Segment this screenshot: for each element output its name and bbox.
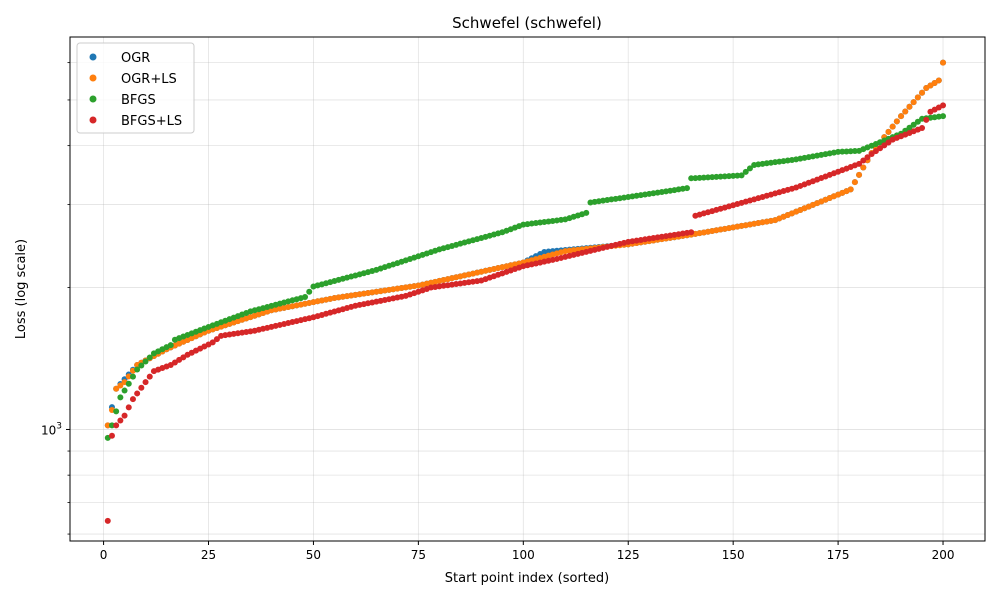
- legend-box: [76, 42, 195, 134]
- data-point: [885, 139, 892, 146]
- x-axis-label: Start point index (sorted): [445, 571, 609, 586]
- legend-label: OGR: [121, 51, 150, 66]
- data-point: [910, 121, 917, 128]
- data-point: [877, 145, 884, 152]
- data-point: [940, 113, 947, 120]
- legend-marker: [89, 53, 97, 61]
- legend-marker: [89, 95, 97, 103]
- data-point: [856, 171, 863, 178]
- data-point: [906, 124, 913, 131]
- data-point: [885, 128, 892, 135]
- data-point: [134, 390, 141, 397]
- data-point: [898, 113, 905, 120]
- data-point: [117, 394, 124, 401]
- data-point: [209, 339, 216, 346]
- data-point: [125, 404, 132, 411]
- legend-marker: [89, 74, 97, 82]
- data-point: [688, 229, 695, 236]
- data-point: [889, 123, 896, 130]
- data-point: [923, 116, 930, 123]
- data-point: [306, 288, 313, 295]
- data-point: [860, 157, 867, 164]
- legend-marker: [89, 116, 97, 124]
- data-point: [906, 103, 913, 110]
- data-point: [134, 366, 141, 373]
- x-tick-label: 200: [932, 548, 955, 562]
- x-tick-label: 125: [617, 548, 640, 562]
- series-bfgs: [104, 113, 947, 441]
- data-point: [302, 293, 309, 300]
- x-tick-label: 100: [512, 548, 535, 562]
- data-point: [104, 517, 111, 524]
- data-point: [684, 185, 690, 192]
- data-point: [138, 362, 145, 369]
- data-point: [117, 417, 124, 424]
- data-point: [146, 354, 153, 361]
- y-tick-label: 103: [41, 421, 62, 437]
- x-tick-label: 150: [722, 548, 745, 562]
- data-point: [113, 422, 120, 429]
- x-tick-label: 75: [411, 548, 426, 562]
- data-point: [864, 154, 871, 161]
- data-point: [851, 179, 858, 186]
- data-point: [583, 209, 590, 216]
- data-point: [914, 94, 921, 101]
- data-point: [847, 186, 854, 193]
- data-point: [881, 142, 888, 149]
- data-point: [940, 102, 947, 109]
- data-point: [914, 118, 921, 125]
- data-point: [940, 59, 947, 66]
- data-point: [129, 373, 136, 380]
- data-point: [856, 160, 863, 167]
- data-point: [902, 108, 909, 115]
- x-tick-label: 25: [201, 548, 216, 562]
- data-point: [919, 125, 926, 131]
- data-point: [104, 422, 111, 429]
- data-point: [742, 168, 749, 175]
- x-tick-label: 0: [100, 548, 108, 562]
- data-point: [125, 380, 132, 387]
- data-point: [117, 382, 124, 389]
- x-tick-label: 50: [306, 548, 321, 562]
- data-point: [893, 118, 900, 125]
- data-point: [872, 148, 879, 155]
- chart-title: Schwefel (schwefel): [452, 14, 602, 32]
- x-tick-label: 175: [827, 548, 850, 562]
- legend-label: BFGS+LS: [121, 114, 182, 129]
- data-points: [104, 59, 947, 524]
- grid: [70, 37, 985, 541]
- data-point: [108, 432, 115, 439]
- data-point: [129, 396, 136, 403]
- series-bfgs-plus-ls: [104, 102, 947, 524]
- data-point: [113, 408, 120, 415]
- data-point: [746, 165, 753, 172]
- axis-ticks: 0 25 50 75 100 125 150 175 200 103: [41, 62, 955, 562]
- data-point: [121, 412, 128, 419]
- data-point: [121, 387, 128, 394]
- data-point: [142, 379, 149, 386]
- data-point: [910, 99, 917, 106]
- data-point: [167, 342, 174, 349]
- plot-area-frame: [69, 36, 986, 542]
- data-point: [738, 172, 745, 179]
- data-point: [935, 77, 942, 84]
- data-point: [868, 151, 875, 157]
- data-point: [108, 422, 115, 429]
- data-point: [919, 89, 926, 96]
- data-point: [142, 358, 149, 365]
- data-point: [146, 373, 153, 380]
- data-point: [860, 164, 867, 171]
- y-axis-label: Loss (log scale): [14, 239, 29, 339]
- legend-label: BFGS: [121, 93, 156, 108]
- data-point: [138, 384, 145, 391]
- legend: OGR OGR+LS BFGS BFGS+LS: [76, 42, 195, 134]
- legend-label: OGR+LS: [121, 72, 177, 87]
- data-point: [213, 336, 220, 343]
- data-point: [113, 385, 120, 392]
